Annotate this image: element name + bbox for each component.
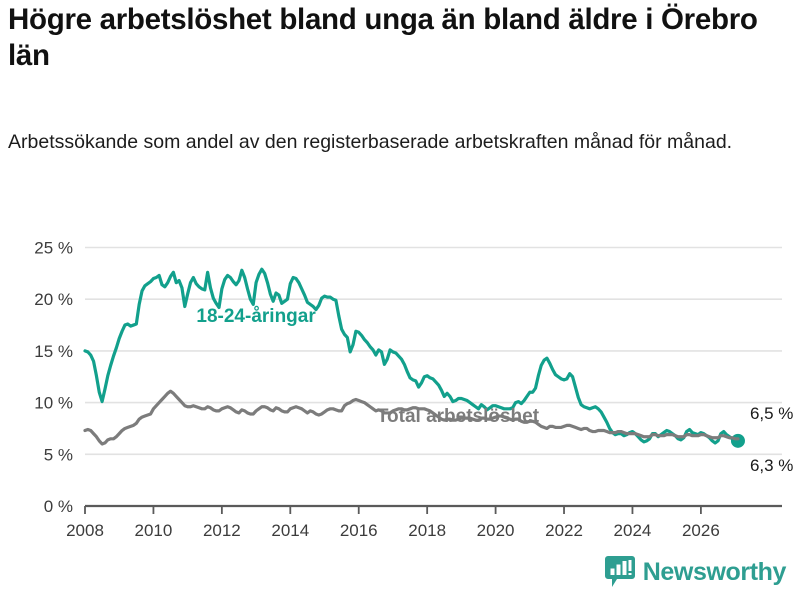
x-axis-tick-label: 2024 — [614, 521, 652, 540]
y-axis-tick-label: 0 % — [44, 497, 73, 516]
y-axis-tick-label: 15 % — [34, 342, 73, 361]
x-axis-tick-label: 2020 — [477, 521, 515, 540]
x-axis-tick-label: 2014 — [271, 521, 309, 540]
series-line — [83, 389, 740, 446]
bar-chart-bubble-icon — [604, 556, 635, 587]
x-axis-group — [84, 506, 702, 514]
end-label-total: 6,5 % — [750, 404, 793, 423]
y-axis-labels-group: 0 % 5 % 10 % 15 % 20 % 25 % — [34, 239, 73, 516]
series-end-marker — [730, 433, 745, 448]
end-labels-group: 6,5 % 6,3 % — [750, 404, 793, 475]
newsworthy-logo[interactable]: Newsworthy — [604, 556, 787, 588]
x-axis-labels-group: 2008 2010 2012 2014 2016 2018 2020 2022 2024 2026 — [66, 521, 720, 540]
newsworthy-logo-text: Newsworthy — [642, 557, 787, 586]
y-axis-tick-label: 5 % — [44, 445, 73, 464]
line-chart: 0 %5 %10 %15 %20 %25 % 2008 2010 2012 2014 2… — [34, 239, 793, 540]
x-axis-tick-label: 2022 — [545, 521, 583, 540]
annotations-group: 18-24-åringar Total arbetslöshet — [196, 306, 539, 427]
page-subtitle: Arbetssökande som andel av den registerb… — [8, 131, 733, 153]
x-axis-tick-label: 2016 — [340, 521, 378, 540]
y-axis-tick-label: 25 % — [34, 239, 73, 258]
x-axis-tick-label: 2018 — [408, 521, 446, 540]
page-title: Högre arbetslöshet bland unga än bland ä… — [8, 3, 758, 72]
chart-footer: Newsworthy — [0, 552, 800, 600]
total-series-label: Total arbetslöshet — [377, 406, 540, 427]
x-axis-tick-label: 2008 — [66, 521, 104, 540]
chart-container: 0 % 5 % 10 % 15 % 20 % 25 % 2008 2010 2012 2014 2… — [0, 218, 800, 548]
youth-series-label: 18-24-åringar — [196, 306, 316, 327]
y-axis-tick-label: 20 % — [34, 290, 73, 309]
y-axis-tick-label: 10 % — [34, 394, 73, 413]
x-axis-tick-label: 2026 — [682, 521, 720, 540]
end-label-youth: 6,3 % — [750, 456, 793, 475]
gridlines-group — [85, 246, 782, 508]
x-axis-tick-label: 2010 — [135, 521, 173, 540]
x-axis-tick-label: 2012 — [203, 521, 241, 540]
series-group — [83, 267, 745, 448]
